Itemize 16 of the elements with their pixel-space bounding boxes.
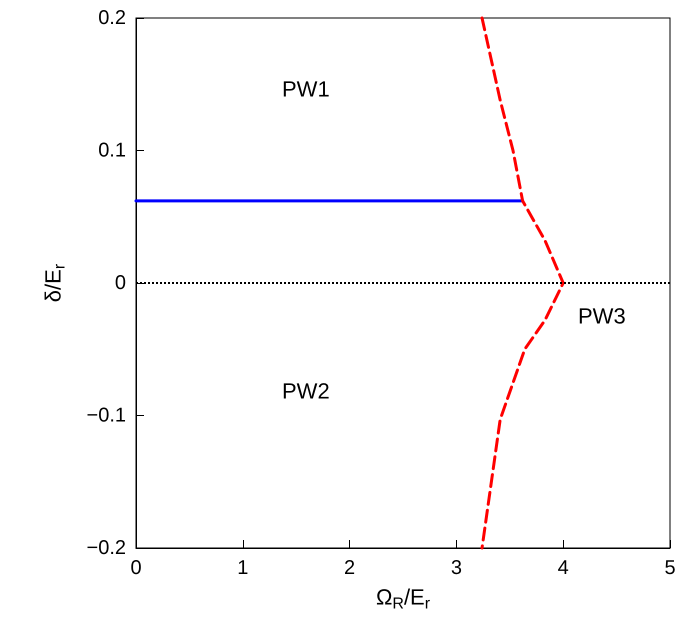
annotation: PW3: [578, 304, 626, 328]
line-series: [480, 16, 565, 550]
x-tick-label: 2: [344, 557, 356, 579]
annotation: PW2: [282, 378, 330, 404]
y-tick-label: 0.1: [98, 140, 126, 162]
annotation: PW1: [282, 76, 330, 102]
x-tick-label: 3: [450, 557, 462, 579]
y-tick-label: −0.1: [86, 404, 126, 426]
y-axis-title: δ/Er: [40, 263, 68, 302]
x-tick-label: 5: [664, 557, 676, 579]
y-tick-label: 0.2: [98, 7, 126, 29]
y-tick-label: 0: [114, 272, 126, 294]
x-tick-label: 0: [130, 557, 142, 579]
x-tick-label: 4: [558, 557, 569, 579]
x-tick-label: 1: [237, 557, 248, 579]
y-tick-label: −0.2: [86, 537, 126, 559]
